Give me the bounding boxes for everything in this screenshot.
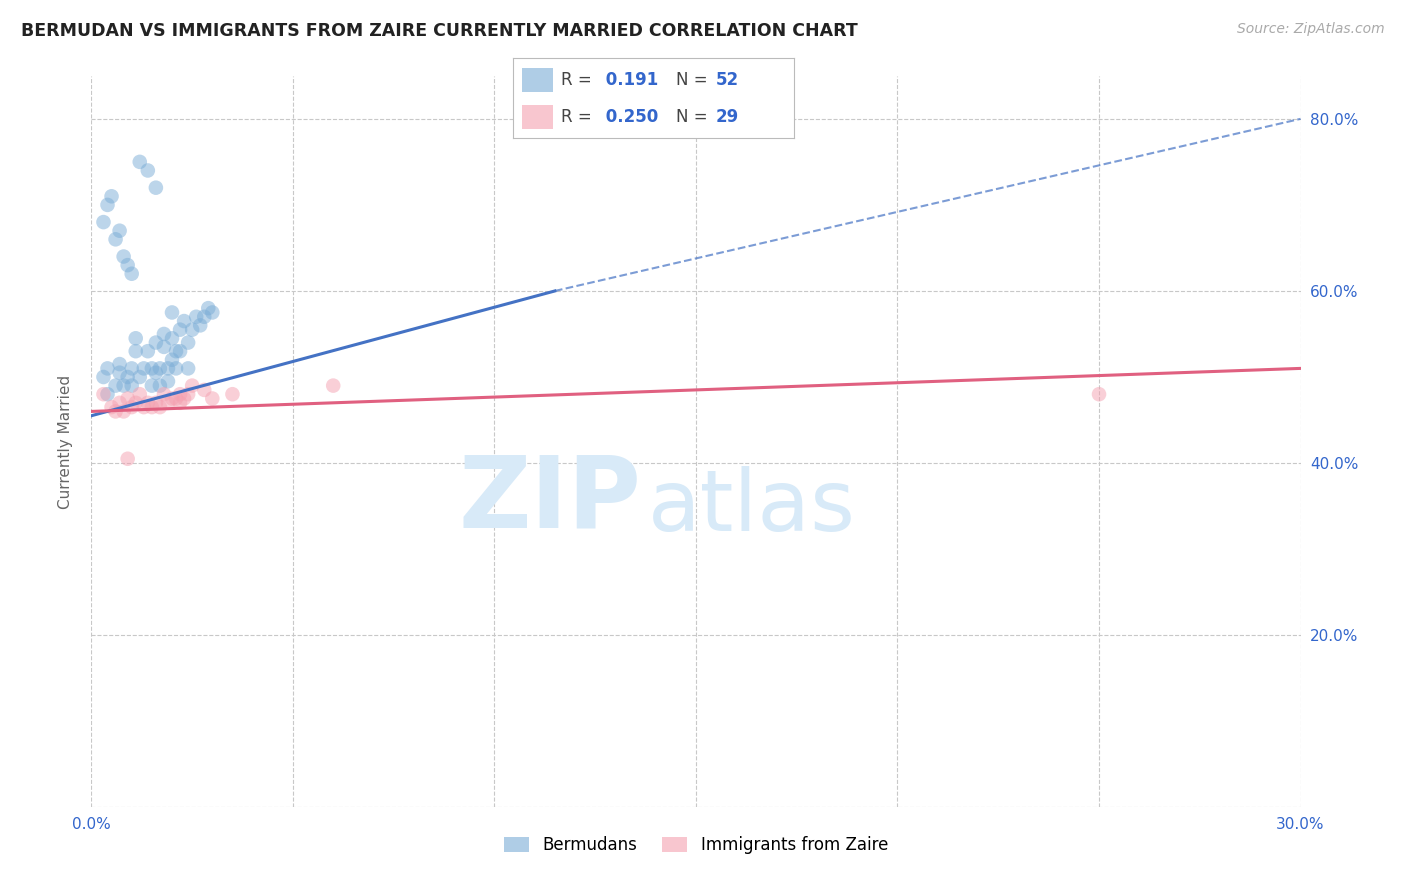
Point — [156, 396, 179, 410]
Point — [145, 335, 167, 350]
Point — [153, 326, 176, 341]
Point — [117, 258, 139, 272]
Point — [160, 392, 183, 406]
Point — [112, 250, 135, 264]
Text: R =: R = — [561, 70, 598, 88]
Point — [173, 314, 195, 328]
Point — [117, 370, 139, 384]
Point — [121, 361, 143, 376]
Text: N =: N = — [676, 70, 713, 88]
Point — [165, 361, 187, 376]
Point — [197, 301, 219, 315]
Point — [169, 323, 191, 337]
Point — [173, 392, 195, 406]
Point — [108, 366, 131, 380]
Point — [112, 404, 135, 418]
Point — [128, 387, 150, 401]
Text: ZIP: ZIP — [458, 451, 641, 549]
Point — [128, 154, 150, 169]
Point — [96, 387, 118, 401]
Point — [141, 378, 163, 392]
Point — [193, 310, 215, 324]
Point — [169, 387, 191, 401]
Point — [96, 361, 118, 376]
Point — [132, 400, 155, 414]
Point — [156, 361, 179, 376]
Point — [165, 344, 187, 359]
Point — [108, 396, 131, 410]
Text: Source: ZipAtlas.com: Source: ZipAtlas.com — [1237, 22, 1385, 37]
Text: R =: R = — [561, 108, 598, 126]
Point — [136, 396, 159, 410]
Text: 52: 52 — [716, 70, 738, 88]
Point — [149, 361, 172, 376]
Text: BERMUDAN VS IMMIGRANTS FROM ZAIRE CURRENTLY MARRIED CORRELATION CHART: BERMUDAN VS IMMIGRANTS FROM ZAIRE CURREN… — [21, 22, 858, 40]
Point — [181, 378, 204, 392]
Point — [96, 198, 118, 212]
Point — [125, 331, 148, 345]
Point — [104, 232, 127, 246]
Point — [160, 352, 183, 367]
Point — [145, 180, 167, 194]
Point — [160, 305, 183, 319]
Text: 0.191: 0.191 — [600, 70, 658, 88]
Point — [153, 340, 176, 354]
Point — [108, 224, 131, 238]
Point — [145, 366, 167, 380]
Text: 29: 29 — [716, 108, 740, 126]
Point — [100, 400, 122, 414]
Point — [100, 189, 122, 203]
Legend: Bermudans, Immigrants from Zaire: Bermudans, Immigrants from Zaire — [498, 830, 894, 861]
Point — [186, 310, 208, 324]
Point — [136, 344, 159, 359]
Point — [108, 357, 131, 371]
Point — [177, 387, 200, 401]
Point — [93, 215, 115, 229]
Point — [160, 331, 183, 345]
Point — [1088, 387, 1111, 401]
Point — [141, 361, 163, 376]
Point — [177, 335, 200, 350]
Point — [136, 163, 159, 178]
Point — [125, 396, 148, 410]
Point — [193, 383, 215, 397]
Text: N =: N = — [676, 108, 713, 126]
Text: 0.250: 0.250 — [600, 108, 658, 126]
Point — [165, 392, 187, 406]
Point — [169, 344, 191, 359]
Point — [156, 374, 179, 388]
Point — [93, 387, 115, 401]
Point — [117, 451, 139, 466]
Y-axis label: Currently Married: Currently Married — [58, 375, 73, 508]
Point — [132, 361, 155, 376]
Point — [221, 387, 243, 401]
Point — [201, 392, 224, 406]
Point — [141, 400, 163, 414]
Point — [121, 267, 143, 281]
Text: atlas: atlas — [648, 466, 856, 549]
Point — [145, 396, 167, 410]
Point — [121, 400, 143, 414]
Point — [104, 378, 127, 392]
Point — [188, 318, 211, 333]
Point — [125, 344, 148, 359]
Point — [181, 323, 204, 337]
Point — [201, 305, 224, 319]
Point — [121, 378, 143, 392]
Point — [169, 396, 191, 410]
Point — [93, 370, 115, 384]
Bar — [522, 68, 553, 92]
Point — [117, 392, 139, 406]
Point — [149, 378, 172, 392]
Point — [104, 404, 127, 418]
Point — [149, 400, 172, 414]
Bar — [522, 104, 553, 128]
Point — [177, 361, 200, 376]
Point — [153, 387, 176, 401]
Point — [112, 378, 135, 392]
Point — [128, 370, 150, 384]
Point — [322, 378, 344, 392]
